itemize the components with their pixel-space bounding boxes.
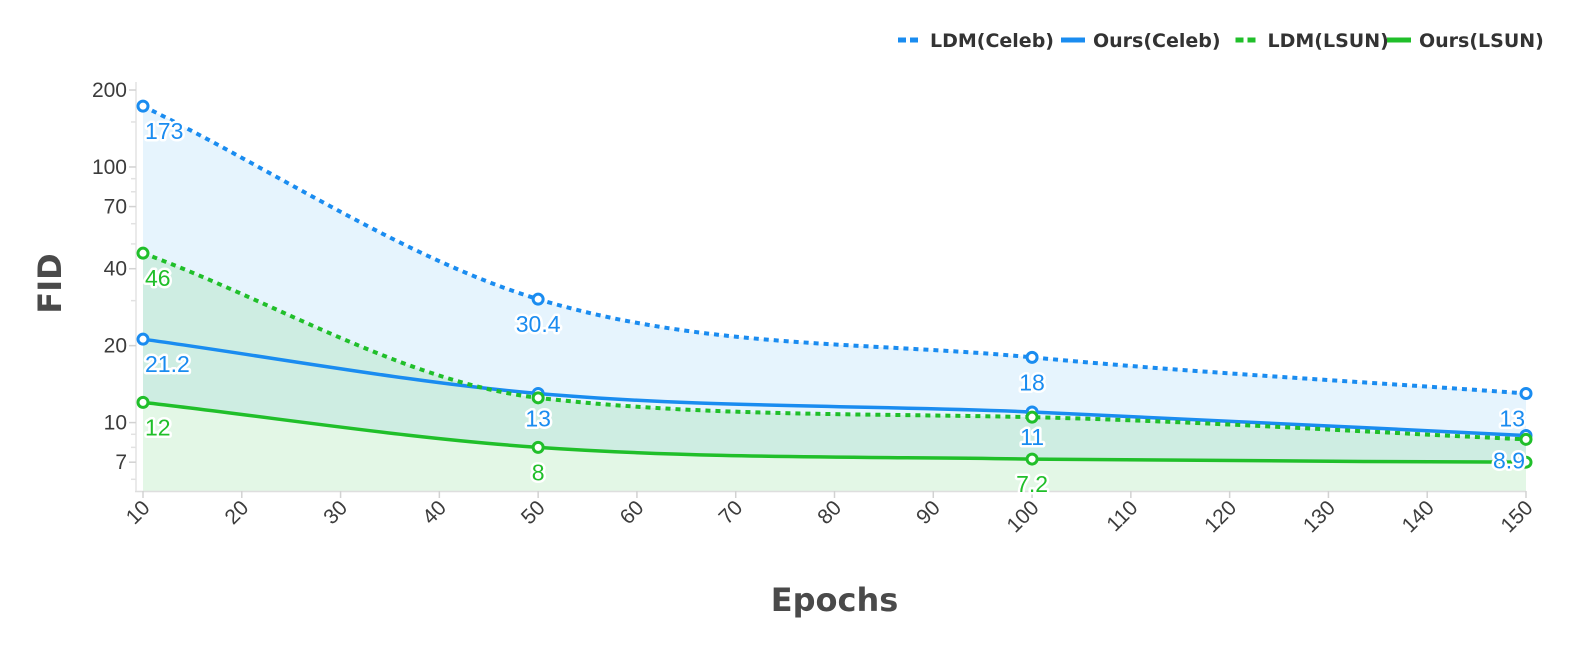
line-ldm-lsun [142, 251, 1527, 442]
y-tick-label: 20 [104, 335, 127, 358]
x-tick-label: 90 [912, 496, 945, 529]
x-tick-label: 140 [1398, 496, 1439, 537]
point-ldm-lsun [136, 246, 150, 260]
y-tick-label: 200 [92, 79, 127, 102]
x-tick-label: 60 [616, 496, 649, 529]
line-ours-celeb [141, 337, 1528, 438]
area-ldm-lsun [143, 253, 1526, 491]
x-tick-label: 50 [517, 496, 550, 529]
data-label-ours-celeb: 13 [525, 405, 551, 431]
legend-label: Ours(LSUN) [1419, 30, 1544, 52]
y-tick-label: 100 [92, 156, 127, 179]
data-label-ours-lsun: 8 [532, 459, 545, 485]
point-ours-lsun [136, 395, 150, 409]
data-label-ours-celeb: 11 [1020, 424, 1044, 450]
legend-item-ldm-lsun: LDM(LSUN) [1235, 30, 1389, 52]
series-points [136, 99, 1533, 469]
y-tick-label: 7 [115, 451, 127, 474]
legend-label: LDM(LSUN) [1268, 30, 1389, 52]
y-tick-label: 40 [104, 258, 127, 281]
legend-item-ours-celeb: Ours(Celeb) [1061, 30, 1221, 52]
legend-label: LDM(Celeb) [930, 30, 1054, 52]
point-ldm-celeb [1519, 386, 1533, 400]
x-tick-label: 110 [1102, 496, 1142, 536]
area-ours-lsun [143, 402, 1526, 491]
x-tick-label: 120 [1200, 496, 1241, 537]
data-label-ours-celeb: 21.2 [145, 351, 190, 377]
line-ldm-celeb [142, 104, 1527, 396]
x-tick-label: 70 [714, 496, 747, 529]
x-tick-label: 30 [319, 496, 352, 529]
point-ours-lsun [1025, 452, 1039, 466]
area-fills [143, 106, 1526, 492]
data-label-ldm-celeb: 173 [145, 118, 183, 144]
point-ldm-celeb [531, 292, 545, 306]
legend: LDM(Celeb) Ours(Celeb) LDM(LSUN) Ours(LSUN) [898, 30, 1544, 52]
line-ours-lsun [141, 400, 1528, 464]
x-tick-label: 150 [1496, 496, 1537, 537]
x-axis-ticks: 10 20 30 40 50 60 70 80 90 100 110 120 130 140 150 [122, 491, 1538, 537]
point-ours-lsun [531, 440, 545, 454]
x-tick-label: 10 [122, 496, 155, 529]
legend-item-ours-lsun: Ours(LSUN) [1387, 30, 1544, 52]
point-ours-lsun [1519, 455, 1533, 469]
x-tick-label: 20 [221, 496, 254, 529]
data-label-ldm-celeb: 18 [1019, 369, 1045, 395]
series-lines [141, 104, 1528, 464]
data-label-ours-celeb: 8.9 [1493, 448, 1525, 474]
point-ours-celeb [136, 332, 150, 346]
data-label-ours-lsun: 12 [145, 414, 171, 440]
point-ldm-lsun [1519, 432, 1533, 446]
y-axis-title: FID [31, 253, 69, 313]
y-tick-label: 70 [104, 196, 127, 219]
data-label-ours-lsun: 7.2 [1016, 471, 1048, 497]
x-tick-label: 130 [1299, 496, 1340, 537]
point-ldm-celeb [1025, 350, 1039, 364]
point-ldm-celeb [136, 99, 150, 113]
data-label-ldm-celeb: 13 [1499, 405, 1525, 431]
y-axis-ticks: 7 10 20 40 70 100 200 [92, 79, 136, 481]
x-tick-label: 100 [1003, 496, 1044, 537]
point-ldm-lsun [1025, 410, 1039, 424]
data-label-ldm-lsun: 46 [145, 265, 171, 291]
point-ldm-lsun [531, 391, 545, 405]
legend-item-ldm-celeb: LDM(Celeb) [898, 30, 1054, 52]
legend-label: Ours(Celeb) [1093, 30, 1221, 52]
data-label-ldm-celeb: 30.4 [516, 311, 561, 337]
data-labels: 173 30.4 18 13 21.2 13 11 8.9 46 12 8 7.2 [143, 116, 1528, 500]
x-axis-title: Epochs [771, 581, 899, 619]
y-tick-label: 10 [104, 412, 127, 435]
x-tick-label: 40 [418, 496, 451, 529]
x-tick-label: 80 [813, 496, 846, 529]
